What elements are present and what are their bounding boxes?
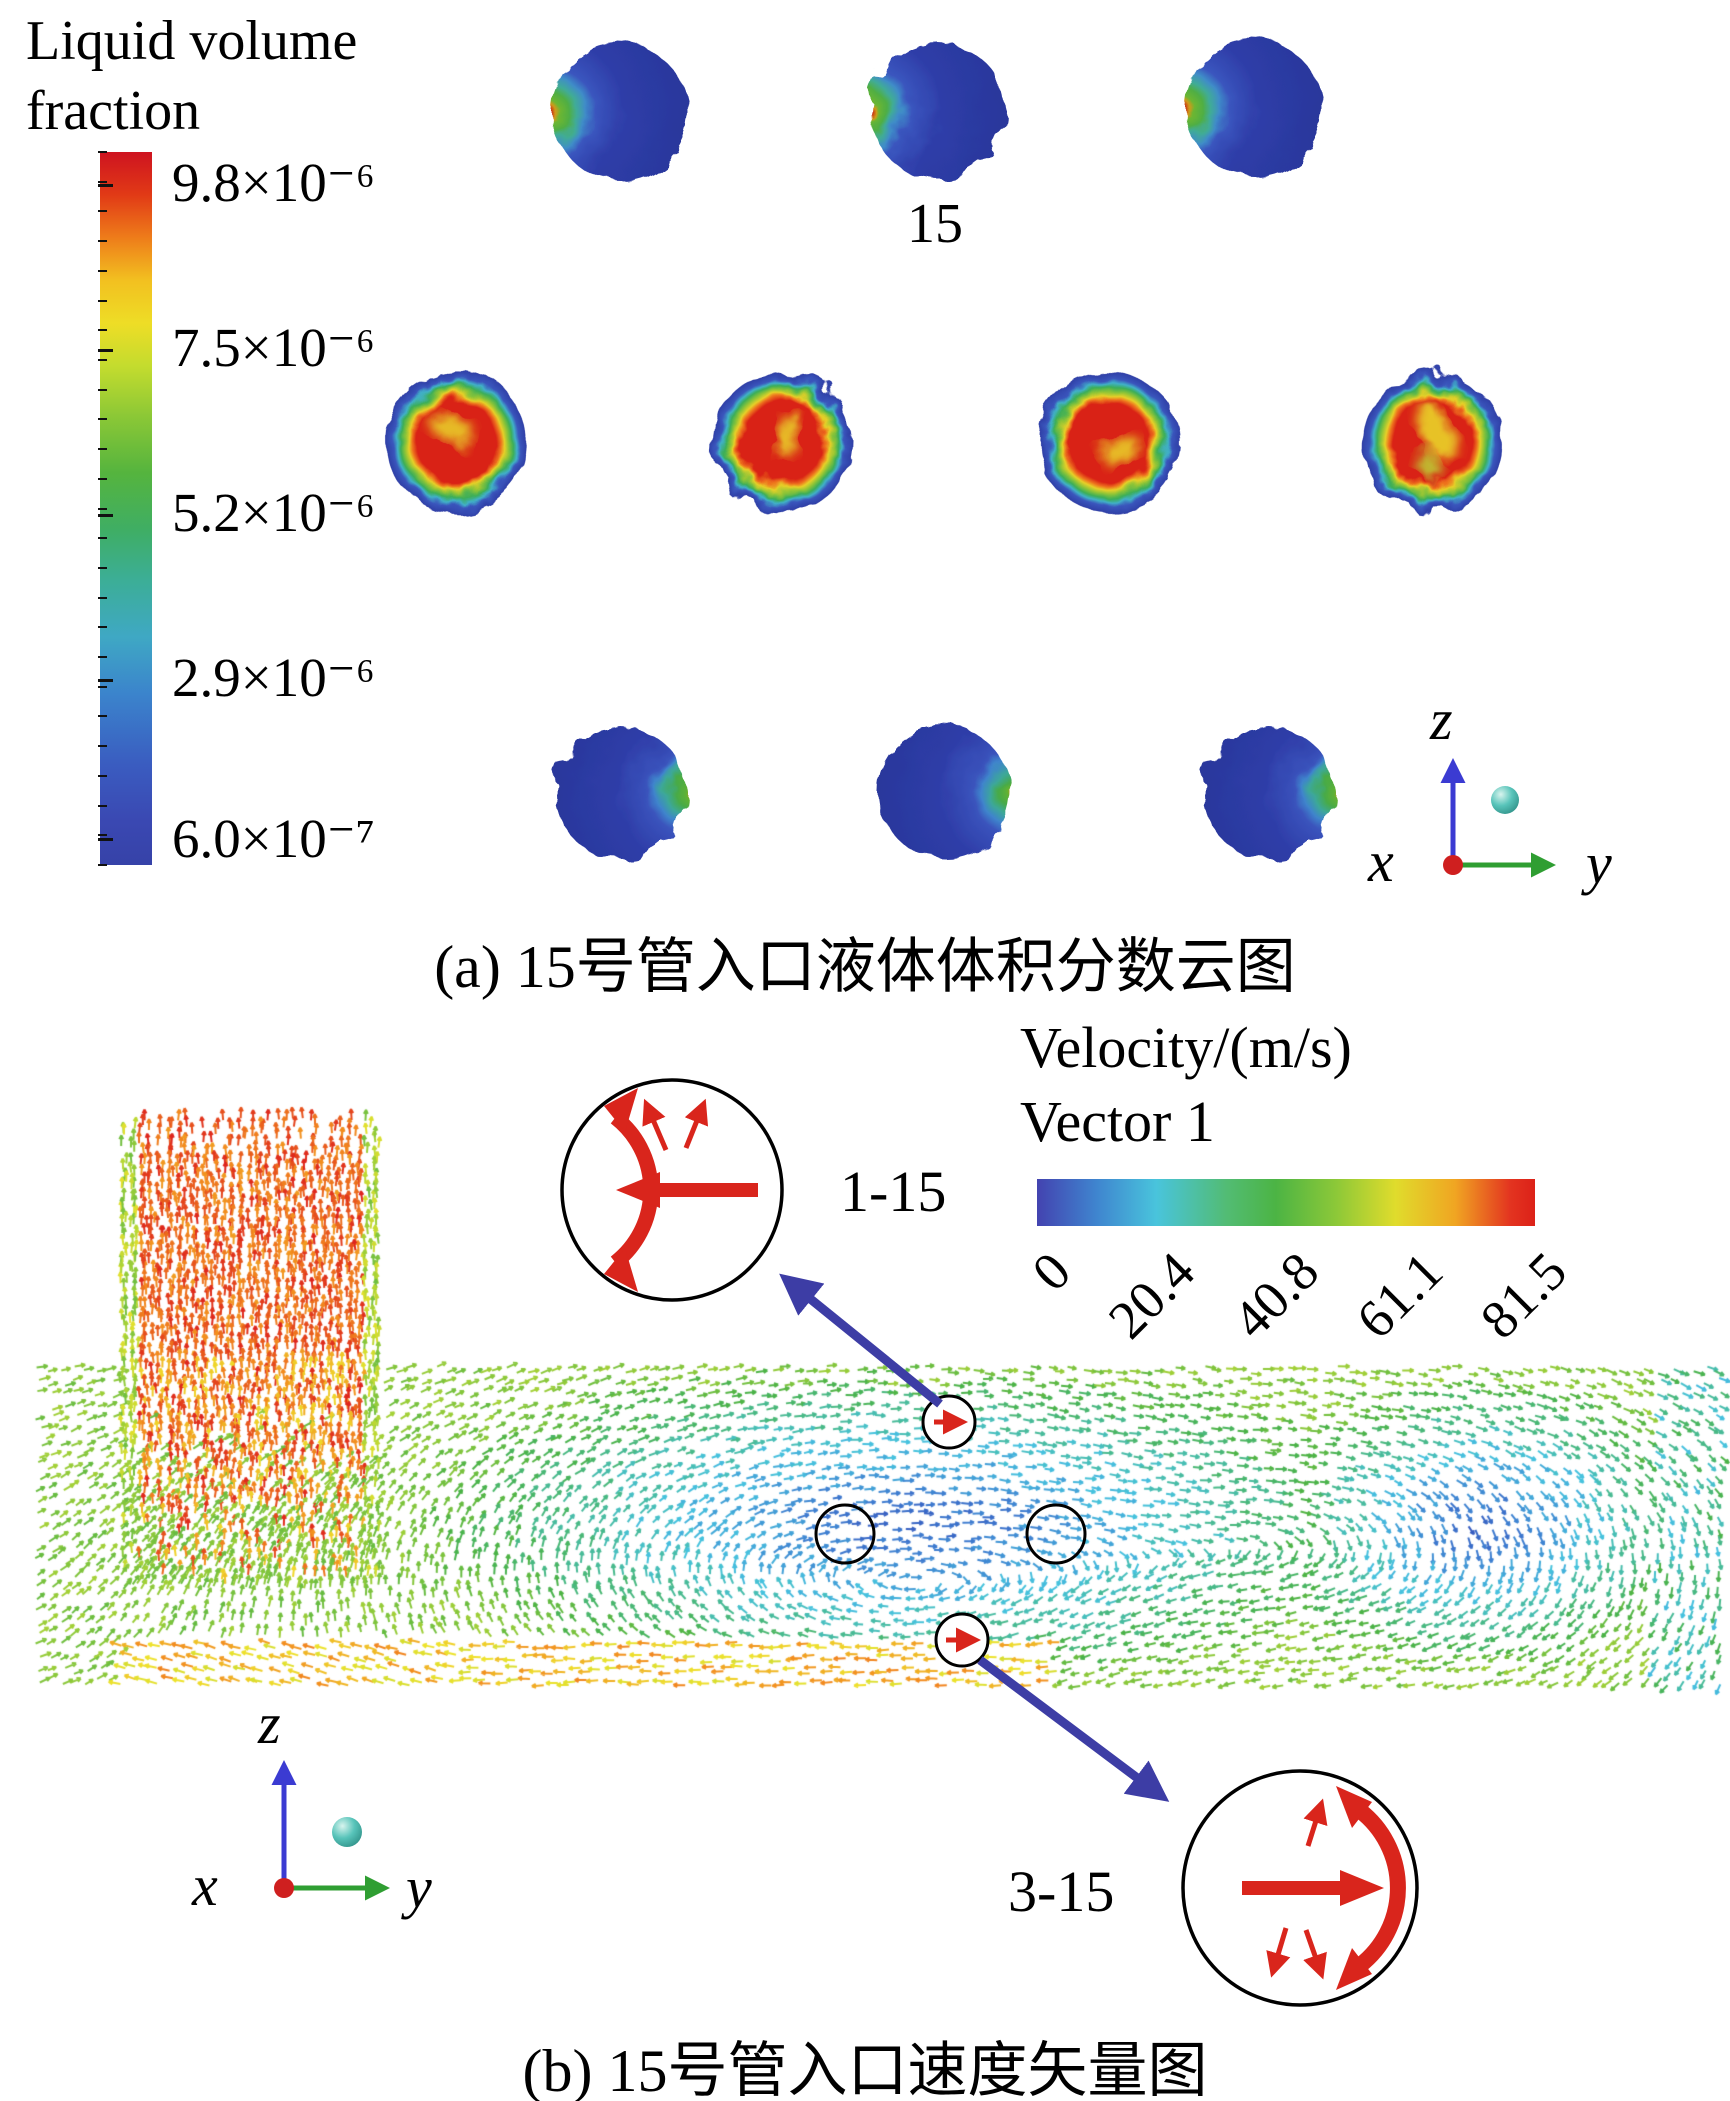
annotation-arrow-to-3-15 (980, 1660, 1156, 1792)
colorbar-a-tick-3: 2.9×10⁻⁶ (172, 645, 375, 709)
inset-flow-3-15 (1183, 1771, 1417, 2005)
contour-circle-row1-3 (1186, 40, 1322, 176)
contour-circle-row3-2 (878, 726, 1010, 858)
contour-circle-row1-1 (552, 44, 688, 180)
contour-circle-row1-2 (869, 42, 1005, 178)
annotation-arrow-to-1-15 (792, 1284, 940, 1404)
inset-bottom-label: 3-15 (1008, 1858, 1114, 1925)
axes-b-x-label: x (192, 1852, 218, 1919)
colorbar-a-title: Liquid volume fraction (26, 6, 496, 146)
axes-a-y-label: y (1586, 830, 1612, 897)
contour-circle-row2-4 (1337, 346, 1528, 537)
contour-circle-row2-2 (707, 366, 859, 518)
axes-b-z-label: z (258, 1690, 281, 1757)
colorbar-a-tick-2: 5.2×10⁻⁶ (172, 480, 375, 544)
contour-circle-row2-3 (1019, 352, 1198, 531)
probe-circle-mid-right (1027, 1505, 1085, 1563)
caption-b: (b) 15号管入口速度矢量图 (0, 2022, 1730, 2101)
velocity-legend-title: Velocity/(m/s) (1020, 1014, 1352, 1081)
origin-dot (1443, 855, 1463, 875)
figure-page: Liquid volume fraction 9.8×10⁻⁶ 7.5×10⁻⁶… (0, 0, 1730, 2101)
axes-b-y-label: y (406, 1854, 432, 1921)
reference-sphere (332, 1817, 362, 1847)
colorbar-a-tick-4: 6.0×10⁻⁷ (172, 806, 375, 870)
inset-flow-1-15 (562, 1080, 782, 1300)
probe-circles (816, 1396, 1085, 1666)
probe-circle-mid-left (816, 1505, 874, 1563)
reference-sphere (1491, 786, 1519, 814)
contour-circle-row2-1 (363, 349, 549, 535)
axes-triad-a (1443, 768, 1546, 875)
caption-a: (a) 15号管入口液体体积分数云图 (0, 918, 1730, 1005)
axes-triad-b (274, 1770, 380, 1898)
colorbar-a-tick-0: 9.8×10⁻⁶ (172, 150, 375, 214)
colorbar-a-tick-1: 7.5×10⁻⁶ (172, 315, 375, 379)
velocity-legend-subtitle: Vector 1 (1020, 1088, 1215, 1155)
axes-a-z-label: z (1430, 686, 1453, 753)
axes-a-x-label: x (1368, 828, 1394, 895)
contour-circle-row3-3 (1202, 726, 1334, 858)
contour-circle-row3-1 (554, 726, 686, 858)
inset-top-label: 1-15 (840, 1158, 946, 1225)
origin-dot (274, 1878, 294, 1898)
tube-row-label: 15 (870, 192, 1000, 256)
